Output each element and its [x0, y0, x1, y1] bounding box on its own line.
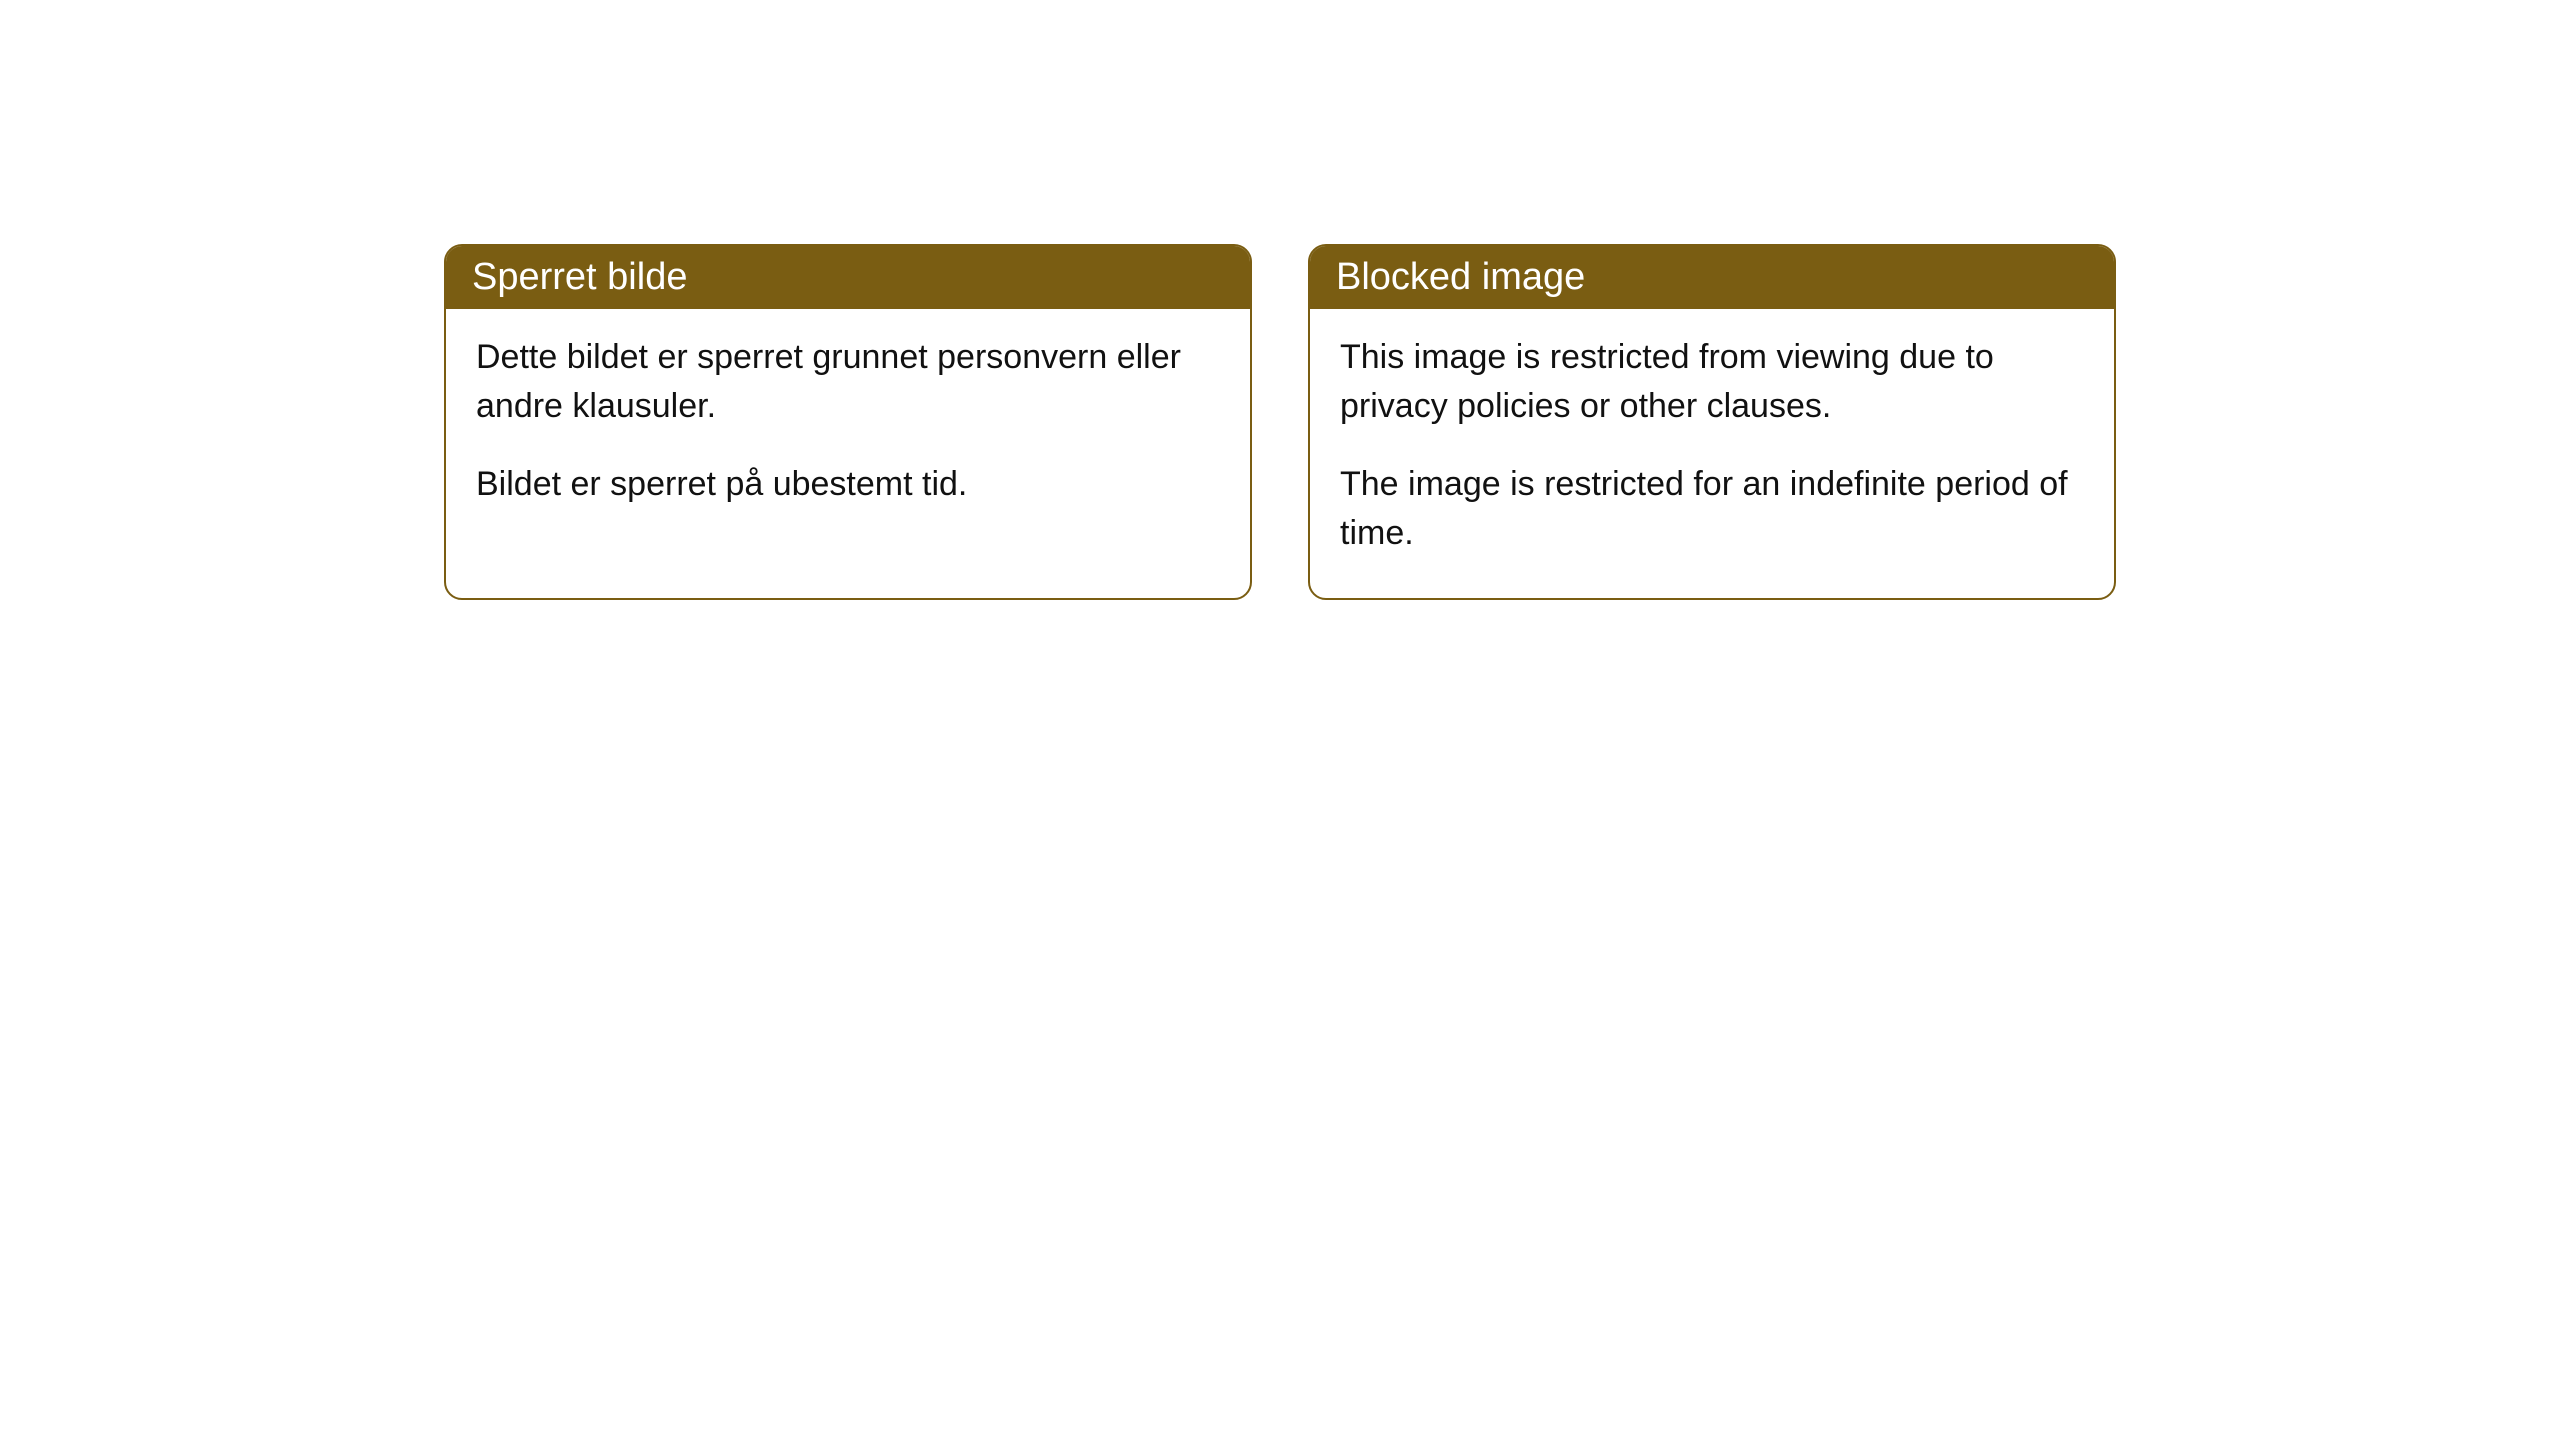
notice-cards-container: Sperret bilde Dette bildet er sperret gr…: [0, 244, 2560, 600]
card-body-english: This image is restricted from viewing du…: [1310, 309, 2114, 598]
card-header-english: Blocked image: [1310, 246, 2114, 309]
blocked-image-card-english: Blocked image This image is restricted f…: [1308, 244, 2116, 600]
card-paragraph: Dette bildet er sperret grunnet personve…: [476, 333, 1220, 432]
card-paragraph: This image is restricted from viewing du…: [1340, 333, 2084, 432]
card-paragraph: Bildet er sperret på ubestemt tid.: [476, 460, 1220, 509]
blocked-image-card-norwegian: Sperret bilde Dette bildet er sperret gr…: [444, 244, 1252, 600]
card-paragraph: The image is restricted for an indefinit…: [1340, 460, 2084, 559]
card-title: Blocked image: [1336, 256, 1585, 298]
card-title: Sperret bilde: [472, 256, 687, 298]
card-body-norwegian: Dette bildet er sperret grunnet personve…: [446, 309, 1250, 549]
card-header-norwegian: Sperret bilde: [446, 246, 1250, 309]
